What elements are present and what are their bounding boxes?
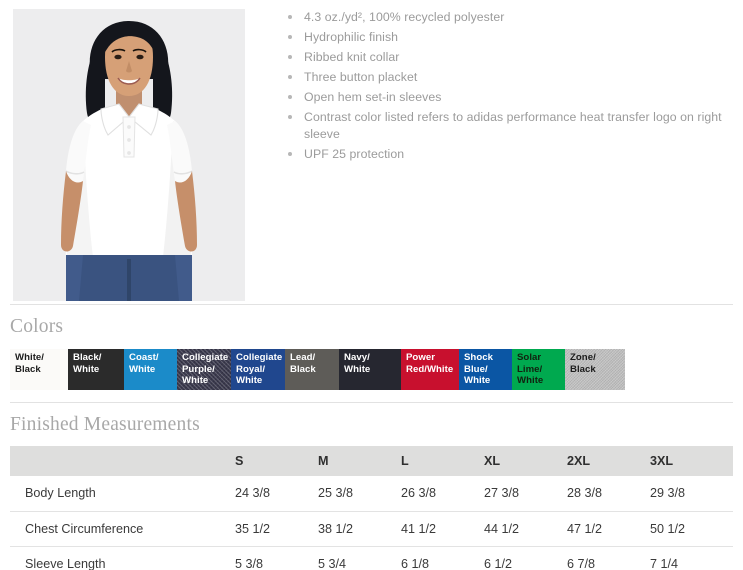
color-swatch-label: White/ Black [15,352,45,375]
divider [10,402,733,403]
measurement-value: 6 7/8 [567,556,596,570]
color-swatch[interactable]: Lead/ Black [285,349,339,390]
column-header-label [10,446,235,476]
list-item: Open hem set-in sleeves [285,89,733,106]
table-row: Chest Circumference 35 1/2 38 1/2 41 1/2 44 … [10,511,733,546]
table-row: Sleeve Length 5 3/8 5 3/4 6 1/8 6 1/2 6 7/8 7 … [10,546,733,570]
color-swatch[interactable]: Collegiate Royal/ White [231,349,285,390]
measurement-value: 28 3/8 [567,486,603,501]
measurement-value: 24 3/8 [235,486,271,501]
color-swatch-label: Coast/ White [129,352,159,375]
list-item: Hydrophilic finish [285,29,733,46]
measurement-value: 6 1/2 [484,556,513,570]
color-swatch[interactable]: Navy/ White [339,349,401,390]
list-item: 4.3 oz./yd², 100% recycled polyester [285,9,733,26]
measurement-name: Sleeve Length [25,556,106,570]
model-illustration [13,9,245,301]
measurement-value: 29 3/8 [650,486,686,501]
table-body: Body Length 24 3/8 25 3/8 26 3/8 27 3/8 28 3/… [10,476,733,570]
measurement-value: 44 1/2 [484,521,520,536]
color-swatch[interactable]: Shock Blue/ White [459,349,512,390]
measurement-value: 5 3/8 [235,556,264,570]
measurement-value: 35 1/2 [235,521,271,536]
measurement-value: 6 1/8 [401,556,430,570]
measurements-table: S M L XL 2XL 3XL Body Length 24 3/8 25 3/8 26 3/… [10,446,733,570]
column-header-size: M [318,454,329,468]
list-item: Three button placket [285,69,733,86]
measurement-value: 47 1/2 [567,521,603,536]
color-swatch-label: Shock Blue/ White [464,352,493,387]
product-image-container[interactable] [6,4,252,304]
color-swatch-label: Power Red/White [406,352,454,375]
list-item: Contrast color listed refers to adidas p… [285,109,733,142]
color-swatch-label: Lead/ Black [290,352,316,375]
measurement-value: 27 3/8 [484,486,520,501]
measurement-value: 38 1/2 [318,521,354,536]
measurements-heading: Finished Measurements [10,414,200,435]
list-item: UPF 25 protection [285,146,733,163]
list-item: Ribbed knit collar [285,49,733,66]
color-swatch[interactable]: Zone/ Black [565,349,625,390]
column-header-size: S [235,454,244,468]
color-swatch[interactable]: Black/ White [68,349,124,390]
color-swatch-label: Collegiate Royal/ White [236,352,283,387]
measurement-value: 50 1/2 [650,521,686,536]
measurement-value: 25 3/8 [318,486,354,501]
color-swatch[interactable]: Coast/ White [124,349,177,390]
color-swatch-label: Solar Lime/ White [517,352,544,387]
product-overview-section: 4.3 oz./yd², 100% recycled polyester Hyd… [6,4,733,304]
measurement-value: 7 1/4 [650,556,679,570]
column-header-size: 2XL [567,454,591,468]
color-swatch[interactable]: White/ Black [10,349,68,390]
measurement-name: Body Length [25,486,96,501]
column-header-size: 3XL [650,454,674,468]
product-photo[interactable] [13,9,245,301]
colors-heading: Colors [10,316,64,337]
measurement-name: Chest Circumference [25,521,144,536]
color-swatch-label: Collegiate Purple/ White [182,352,229,387]
color-swatch-list: White/ Black Black/ White Coast/ White Coll… [10,349,625,390]
color-swatch[interactable]: Solar Lime/ White [512,349,565,390]
measurement-value: 41 1/2 [401,521,437,536]
table-header: S M L XL 2XL 3XL [10,446,733,476]
color-swatch-label: Navy/ White [344,352,371,375]
measurement-value: 26 3/8 [401,486,437,501]
measurement-value: 5 3/4 [318,556,347,570]
color-swatch-label: Black/ White [73,352,102,375]
column-header-size: L [401,454,409,468]
color-swatch[interactable]: Power Red/White [401,349,459,390]
color-swatch-label: Zone/ Black [570,352,596,375]
product-feature-list: 4.3 oz./yd², 100% recycled polyester Hyd… [285,9,733,166]
table-row: Body Length 24 3/8 25 3/8 26 3/8 27 3/8 28 3/… [10,476,733,511]
divider [10,304,733,305]
table-header-row: S M L XL 2XL 3XL [10,446,733,476]
column-header-size: XL [484,454,501,468]
color-swatch[interactable]: Collegiate Purple/ White [177,349,231,390]
